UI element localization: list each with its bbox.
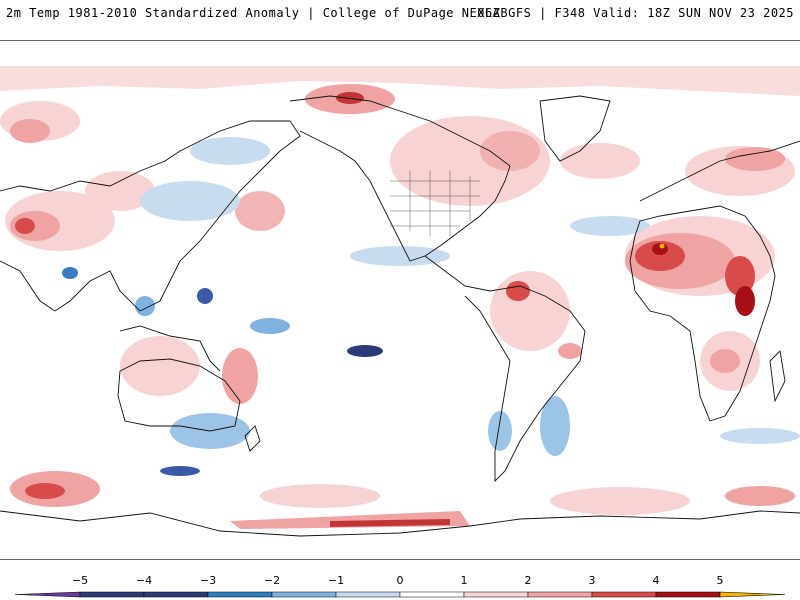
legend-tick-label: −4 (136, 574, 152, 587)
legend-tick-label: −2 (264, 574, 280, 587)
legend-tick-label: 2 (525, 574, 532, 587)
legend-svg: −5 −4 −3 −2 −1 0 1 2 3 4 5 (14, 574, 786, 598)
legend-segment (655, 591, 721, 598)
legend-tick-label: −1 (328, 574, 344, 587)
legend-segment (591, 591, 657, 598)
legend-segment (79, 591, 145, 598)
run-info: 06Z GFS | F348 Valid: 18Z SUN NOV 23 202… (477, 6, 794, 20)
legend-tick-label: 3 (589, 574, 596, 587)
legend-tick-label: 0 (397, 574, 404, 587)
chart-title: 2m Temp 1981-2010 Standardized Anomaly |… (6, 6, 509, 20)
legend-min-triangle (14, 591, 81, 598)
legend-segment (143, 591, 209, 598)
legend-segment (271, 591, 337, 598)
legend-tick-label: 1 (461, 574, 468, 587)
legend-segment (399, 591, 465, 598)
map-svg (0, 41, 800, 559)
legend-segment (527, 591, 593, 598)
legend-tick-label: 4 (653, 574, 660, 587)
anomaly-map (0, 40, 800, 560)
legend-tick-label: −5 (72, 574, 88, 587)
legend-segment (463, 591, 529, 598)
legend-segment (335, 591, 401, 598)
legend-tick-label: 5 (717, 574, 724, 587)
legend-segment (207, 591, 273, 598)
legend-max-triangle (719, 591, 786, 598)
color-legend: −5 −4 −3 −2 −1 0 1 2 3 4 5 (0, 568, 800, 600)
legend-tick-label: −3 (200, 574, 216, 587)
